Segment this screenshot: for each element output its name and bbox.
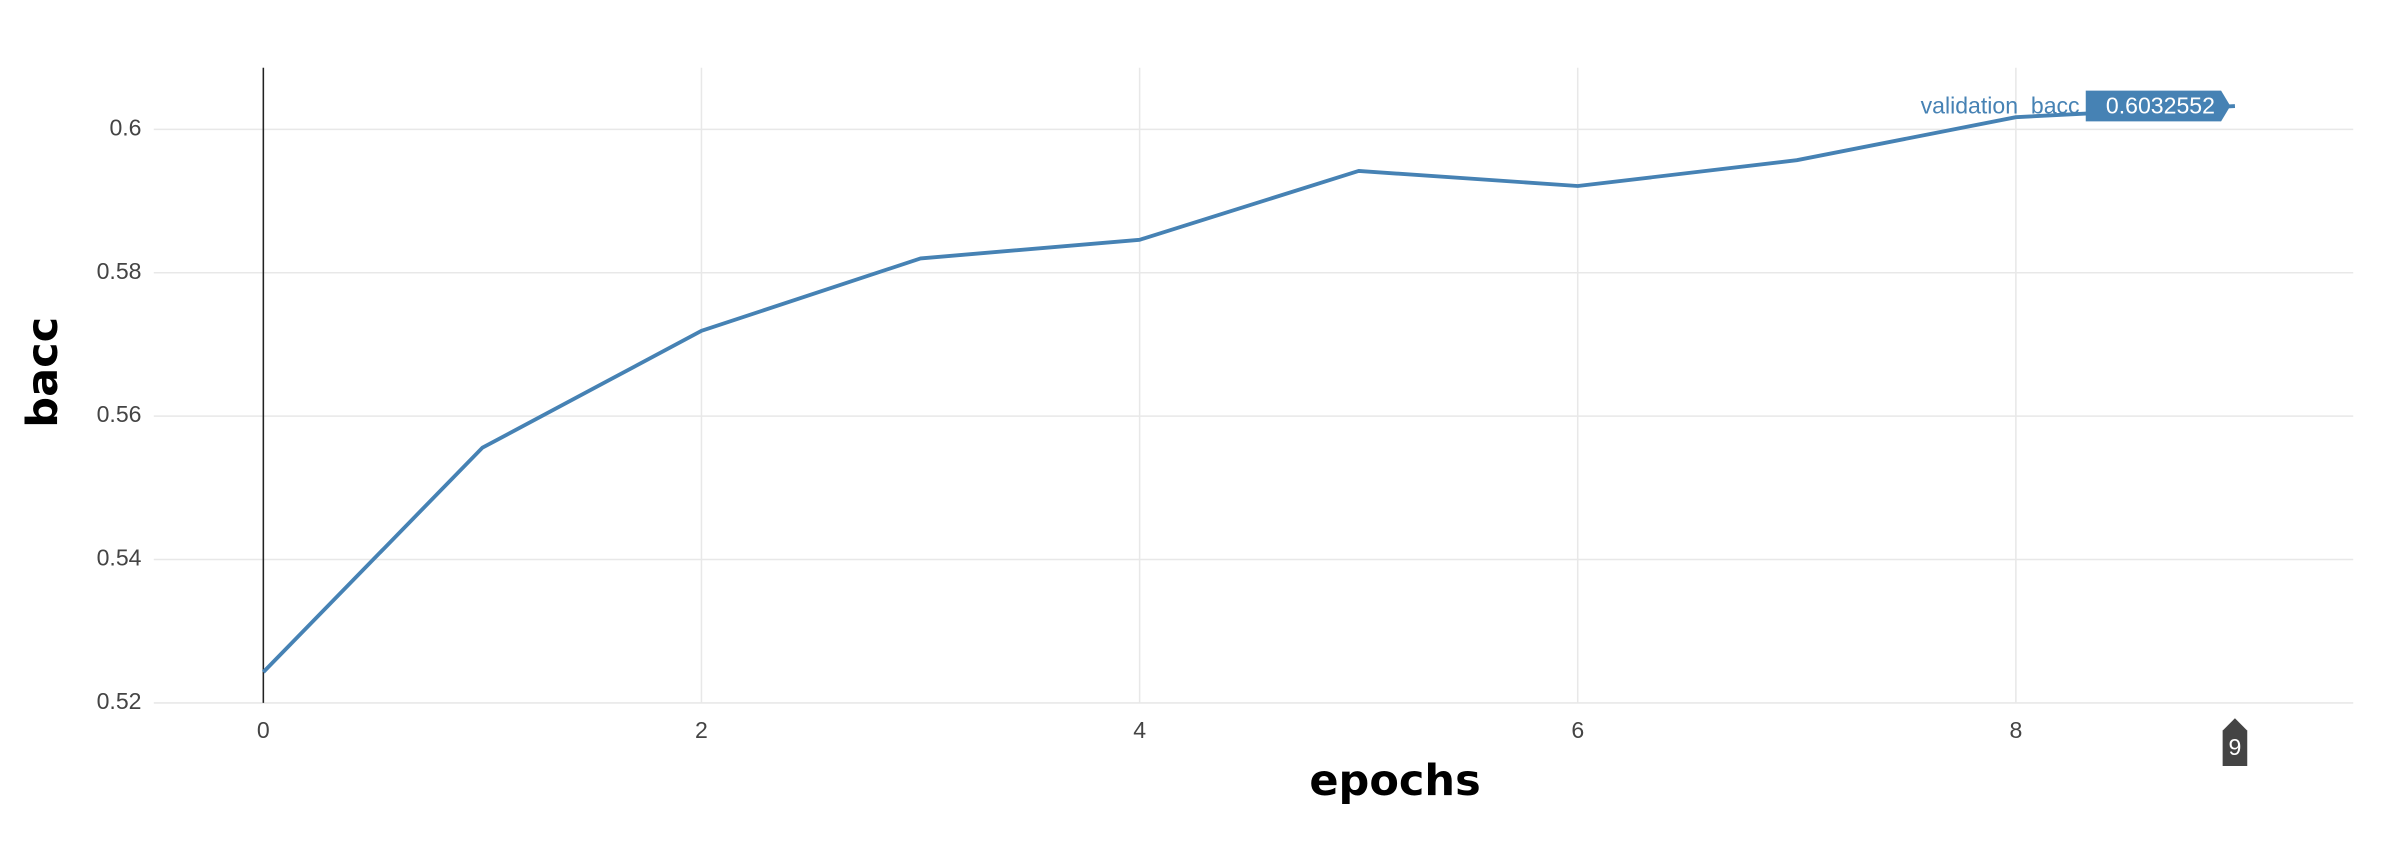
x-tick-label: 8	[2009, 717, 2022, 743]
x-hover-value: 9	[2229, 734, 2242, 760]
hover-value: 0.6032552	[2106, 93, 2215, 119]
hover-label: 0.6032552 validation_bacc	[1921, 90, 2231, 122]
y-tick-label: 0.6	[109, 114, 141, 140]
y-tick-label: 0.56	[97, 401, 142, 427]
x-axis-title: epochs	[1309, 756, 1480, 806]
data-line	[261, 104, 2236, 674]
y-tick-label: 0.54	[97, 545, 142, 571]
x-hover-label: 9	[2222, 718, 2248, 766]
hover-box	[2085, 90, 2231, 122]
x-tick-label: 0	[257, 717, 270, 743]
y-tick-label: 0.58	[97, 258, 142, 284]
x-hover-box	[2222, 718, 2248, 766]
x-tick-label: 4	[1133, 717, 1146, 743]
x-tick-label: 6	[1571, 717, 1584, 743]
x-tick-label: 2	[695, 717, 708, 743]
hover-series-name: validation_bacc	[1921, 93, 2080, 119]
y-axis-title: bacc	[18, 317, 68, 428]
y-tick-label: 0.52	[97, 688, 142, 714]
